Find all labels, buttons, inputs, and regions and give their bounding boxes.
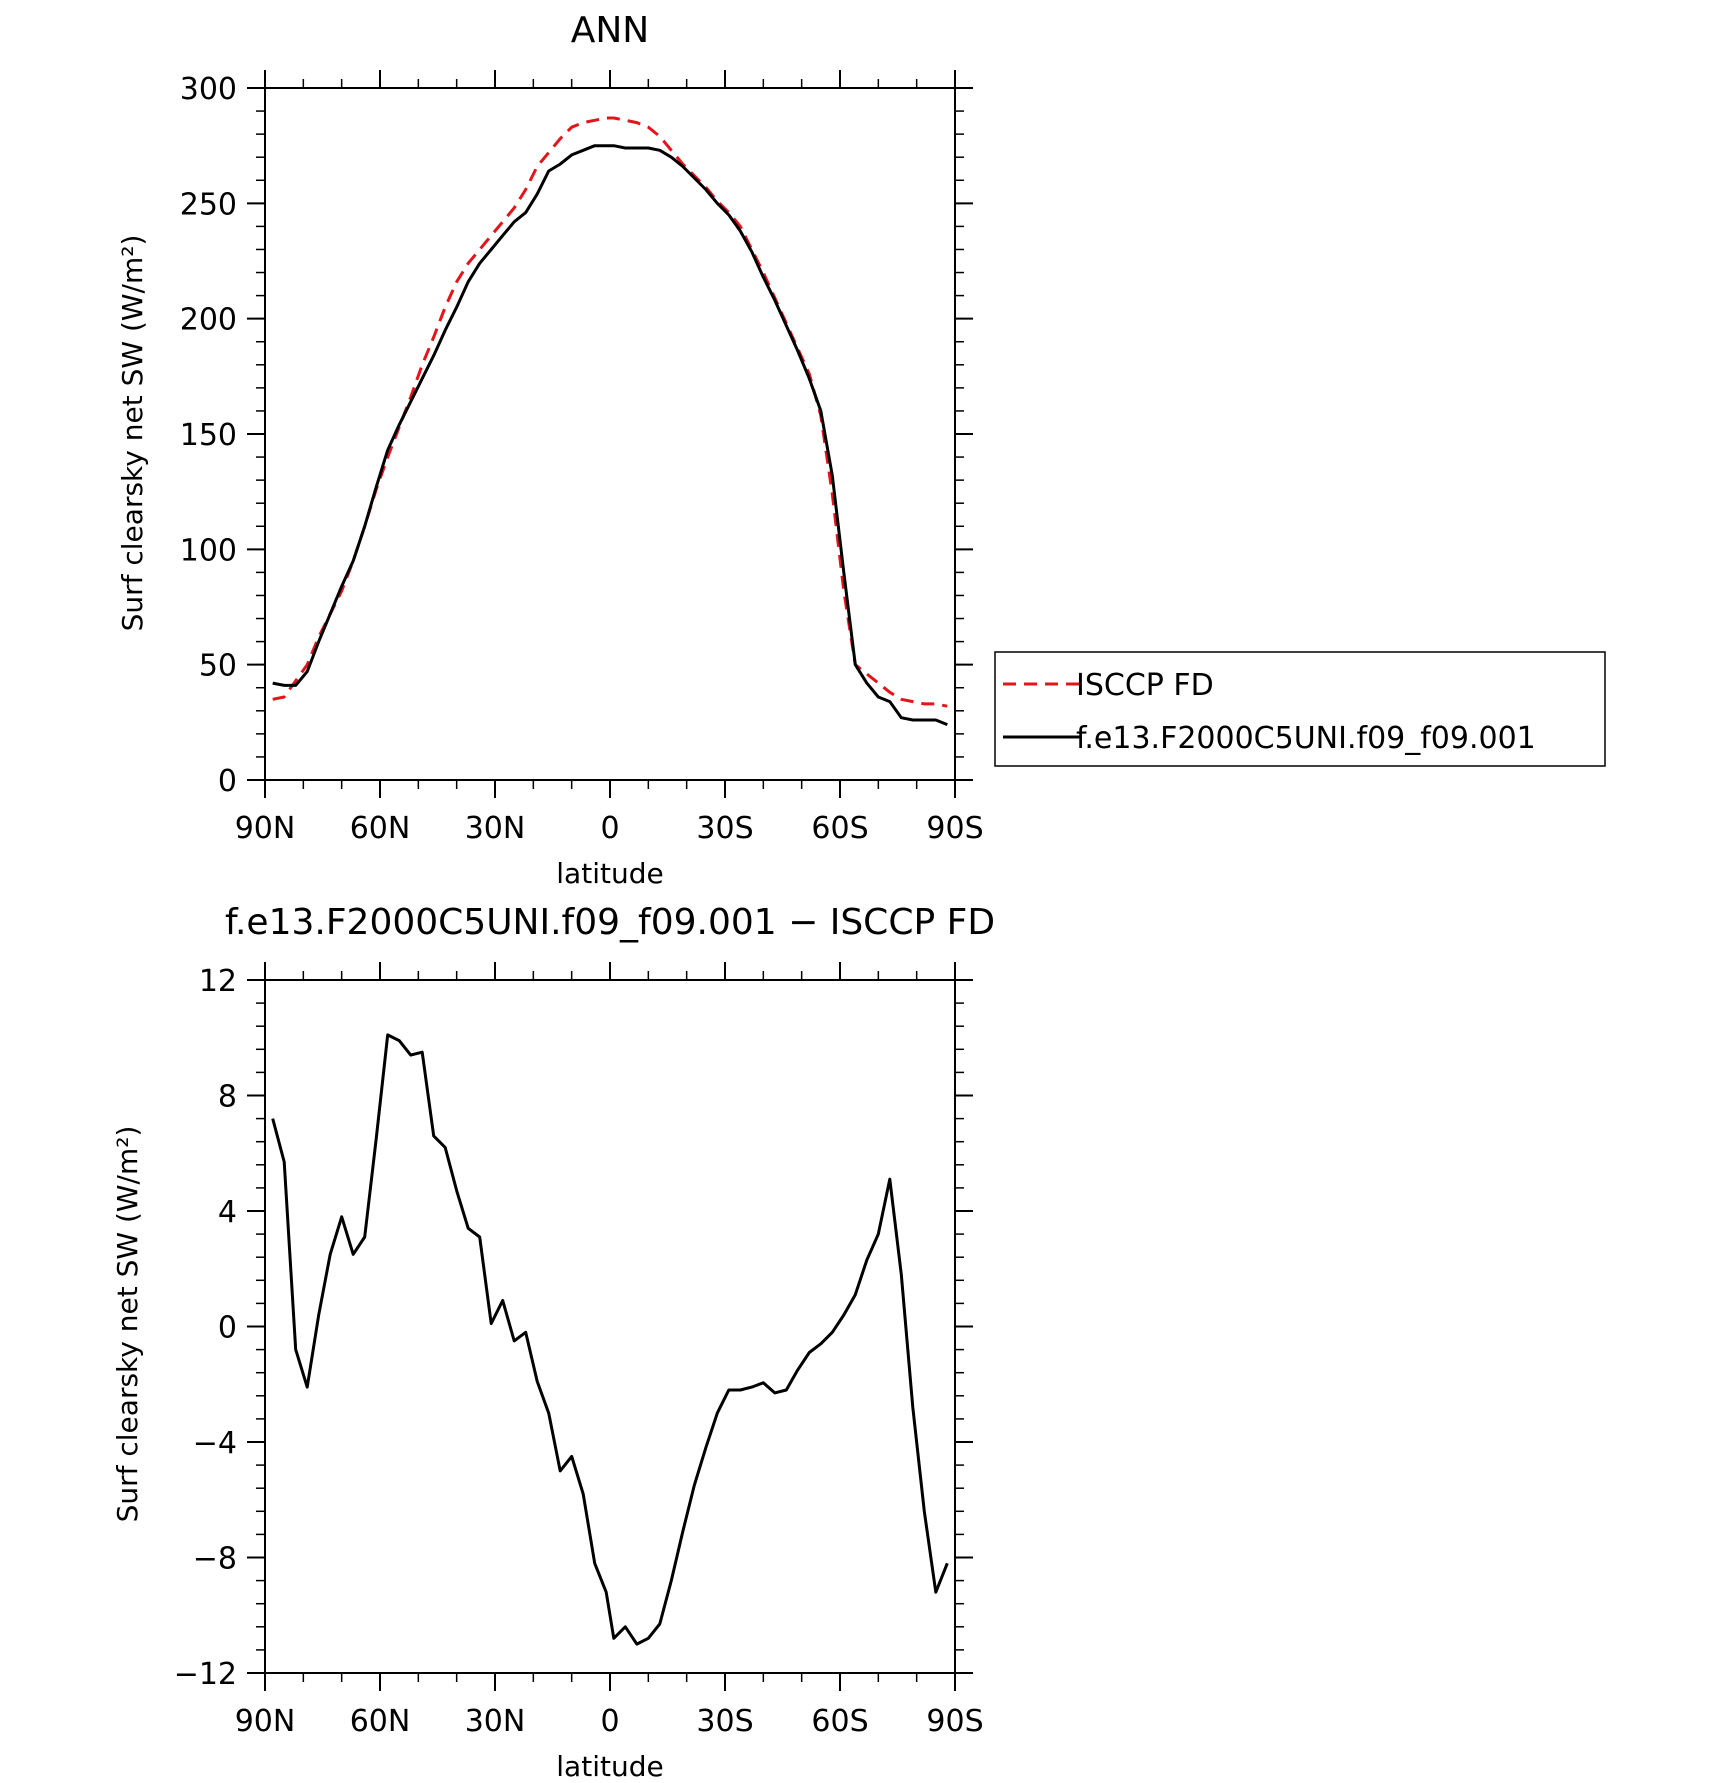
plot-frame bbox=[264, 87, 956, 781]
x-tick-label: 60N bbox=[350, 1704, 411, 1739]
x-axis-label: latitude bbox=[556, 857, 663, 890]
series-line-f-e13-f2000c5uni-f09-f09-001 bbox=[272, 144, 948, 726]
x-tick-label: 0 bbox=[600, 1704, 619, 1739]
series-line-isccp-fd bbox=[272, 116, 948, 708]
x-tick-label: 60S bbox=[811, 811, 868, 846]
legend-box bbox=[994, 651, 1606, 767]
chart-panel-difference: f.e13.F2000C5UNI.f09_f09.001 − ISCCP FD … bbox=[111, 902, 995, 1783]
y-tick-label: 8 bbox=[218, 1080, 237, 1115]
x-tick-label: 60N bbox=[350, 811, 411, 846]
legend-label-isccp: ISCCP FD bbox=[1076, 668, 1214, 703]
y-axis-label: Surf clearsky net SW (W/m²) bbox=[116, 235, 149, 632]
y-tick-label: −8 bbox=[193, 1542, 237, 1577]
y-tick-label: −4 bbox=[193, 1426, 237, 1461]
plot-marks: 0 50 100 150 200 250 300 90N 60N 30N 0 30S 60S 90S bbox=[180, 70, 984, 846]
x-tick-label: 0 bbox=[600, 811, 619, 846]
x-tick-label: 90N bbox=[235, 811, 296, 846]
y-tick-label: −12 bbox=[174, 1657, 237, 1692]
y-tick-label: 0 bbox=[218, 1311, 237, 1346]
x-tick-label: 90S bbox=[926, 1704, 983, 1739]
y-tick-label: 4 bbox=[218, 1195, 237, 1230]
plot-marks: −12 −8 −4 0 4 8 12 90N 60N 30N 0 30S 60S 90S bbox=[174, 962, 984, 1739]
x-tick-label: 90N bbox=[235, 1704, 296, 1739]
y-tick-label: 100 bbox=[180, 533, 237, 568]
x-tick-label: 90S bbox=[926, 811, 983, 846]
x-axis-label: latitude bbox=[556, 1750, 663, 1783]
y-tick-label: 250 bbox=[180, 187, 237, 222]
y-axis-label: Surf clearsky net SW (W/m²) bbox=[111, 1126, 144, 1523]
y-tick-label: 12 bbox=[199, 964, 237, 999]
x-tick-label: 30S bbox=[696, 1704, 753, 1739]
plot-frame bbox=[264, 979, 956, 1674]
y-tick-label: 0 bbox=[218, 764, 237, 799]
legend: ISCCP FD f.e13.F2000C5UNI.f09_f09.001 bbox=[994, 651, 1606, 767]
y-tick-label: 300 bbox=[180, 72, 237, 107]
x-tick-label: 60S bbox=[811, 1704, 868, 1739]
x-tick-label: 30N bbox=[465, 1704, 526, 1739]
chart-panel-annual: ANN 0 50 100 150 200 250 300 90N 60N 30N 0 30S 60S 90… bbox=[116, 10, 1606, 890]
chart-title: ANN bbox=[571, 10, 650, 51]
x-tick-label: 30N bbox=[465, 811, 526, 846]
y-tick-label: 150 bbox=[180, 418, 237, 453]
chart-title: f.e13.F2000C5UNI.f09_f09.001 − ISCCP FD bbox=[225, 902, 995, 943]
y-tick-label: 200 bbox=[180, 303, 237, 338]
series-line-difference bbox=[271, 1033, 949, 1646]
legend-label-model: f.e13.F2000C5UNI.f09_f09.001 bbox=[1076, 721, 1536, 756]
x-tick-label: 30S bbox=[696, 811, 753, 846]
y-tick-label: 50 bbox=[199, 649, 237, 684]
